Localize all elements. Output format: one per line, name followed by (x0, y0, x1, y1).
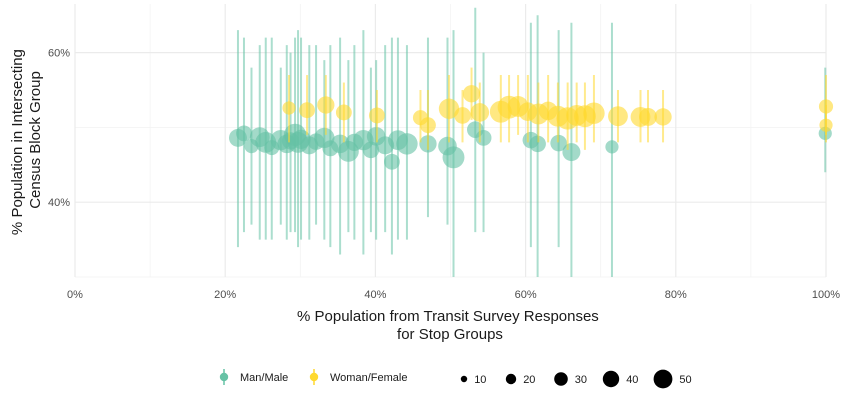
data-point (335, 104, 352, 121)
data-point (442, 146, 465, 169)
data-point (420, 117, 436, 134)
x-axis-title: % Population from Transit Survey Respons… (297, 308, 603, 343)
y-axis-title-line-1: % Population in Intersecting (9, 49, 26, 235)
size-legend-point (602, 370, 620, 388)
data-point (362, 141, 380, 159)
data-point (470, 103, 490, 122)
data-point (368, 107, 385, 124)
x-axis: 0% 20% 40% 60% 80% 100% (67, 289, 840, 301)
data-point (317, 96, 335, 114)
y-axis-title-line-2: Census Block Group (27, 71, 44, 209)
data-point (550, 134, 567, 152)
x-axis-title-line-2: for Stop Groups (397, 326, 503, 343)
x-tick-label: 0% (67, 289, 83, 301)
data-point (639, 107, 657, 126)
size-legend-item: 10 (460, 374, 486, 386)
data-point (819, 118, 833, 132)
y-axis: 40% 60% (48, 48, 70, 210)
series-woman-female (282, 67, 834, 150)
x-tick-label: 20% (214, 289, 236, 301)
y-tick-label: 40% (48, 197, 70, 209)
size-legend-item: 40 (602, 370, 638, 388)
size-legend-point (460, 375, 468, 383)
data-point (583, 102, 605, 124)
data-point (605, 140, 619, 154)
size-legend-label: 20 (523, 374, 535, 386)
data-point (562, 143, 581, 162)
size-legend-item: 30 (554, 372, 587, 386)
data-point (818, 99, 834, 114)
legend-label: Woman/Female (330, 372, 407, 384)
data-point (529, 135, 546, 153)
size-legend-label: 40 (626, 374, 638, 386)
x-tick-label: 40% (364, 289, 386, 301)
x-tick-label: 60% (515, 289, 537, 301)
data-point (438, 98, 460, 119)
legend-key-man-male: Man/Male (219, 369, 288, 385)
data-point (462, 85, 481, 103)
plot-panel (228, 7, 834, 277)
data-point (299, 102, 315, 119)
data-point (454, 107, 471, 124)
data-point (282, 101, 296, 115)
data-point (608, 106, 628, 127)
legend-label: Man/Male (240, 372, 288, 384)
size-legend-item: 20 (505, 373, 535, 386)
data-point (396, 133, 418, 155)
x-tick-label: 100% (812, 289, 840, 301)
legend: Man/Male Woman/Female 10 20 30 40 50 (219, 369, 692, 389)
y-tick-label: 60% (48, 48, 70, 60)
y-axis-title: % Population in Intersecting Census Bloc… (9, 45, 44, 235)
size-legend-label: 30 (575, 374, 587, 386)
legend-key-point (309, 372, 319, 382)
data-point (475, 129, 492, 146)
series-man-male (228, 7, 832, 277)
size-legend-point (505, 373, 517, 385)
legend-key-woman-female: Woman/Female (309, 369, 407, 385)
size-legend-point (554, 372, 568, 386)
size-legend-item: 50 (653, 369, 692, 389)
size-legend-label: 10 (474, 374, 486, 386)
data-point (383, 153, 400, 170)
data-point (654, 108, 672, 126)
data-point (236, 125, 252, 142)
x-tick-label: 80% (665, 289, 687, 301)
size-legend-point (653, 369, 673, 389)
x-axis-title-line-1: % Population from Transit Survey Respons… (297, 308, 599, 325)
legend-key-point (219, 372, 229, 382)
size-legend-label: 50 (679, 374, 691, 386)
